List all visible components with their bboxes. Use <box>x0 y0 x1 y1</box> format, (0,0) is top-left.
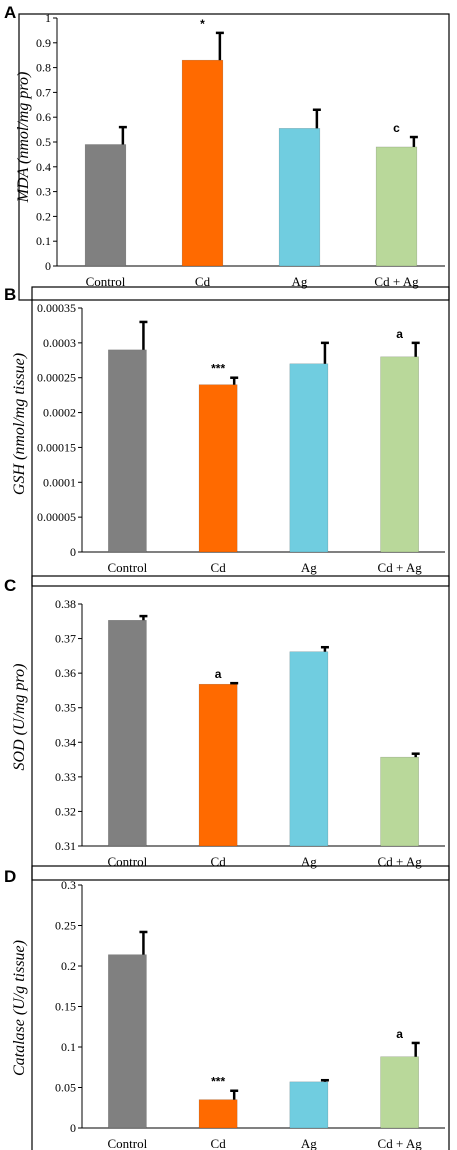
bar-ag <box>289 1081 329 1129</box>
y-axis-label: Catalase (U/g tissue) <box>11 940 28 1076</box>
y-axis-label: GSH (nmol/mg tissue) <box>11 353 28 495</box>
y-tick-label: 0.05 <box>55 1081 76 1095</box>
chart-frame <box>18 13 450 301</box>
y-tick-label: 0.0001 <box>43 475 76 489</box>
y-tick-label: 0.8 <box>36 61 51 75</box>
y-tick-label: 0.3 <box>36 185 51 199</box>
y-tick-label: 0.2 <box>36 209 51 223</box>
chart-panel-c: C 0.31 0.32 0.33 0.34 0.35 0.36 0.37 0.38 SOD (U/… <box>4 575 450 881</box>
category-label: Cd + Ag <box>378 1136 423 1150</box>
y-tick-label: 0.3 <box>61 878 76 892</box>
panel-letter: A <box>4 3 16 22</box>
chart-frame <box>31 286 450 587</box>
category-label: Cd <box>211 560 227 575</box>
y-tick-label: 0.25 <box>55 919 76 933</box>
y-tick-label: 0.4 <box>36 160 51 174</box>
chart-frame <box>31 575 450 881</box>
category-label: Ag <box>301 1136 317 1150</box>
y-tick-label: 0.34 <box>55 735 76 749</box>
y-axis-label: SOD (U/mg pro) <box>11 664 28 771</box>
y-tick-label: 0.1 <box>61 1040 76 1054</box>
bar-control <box>84 144 127 267</box>
category-label: Cd + Ag <box>378 560 423 575</box>
y-tick-label: 0.5 <box>36 135 51 149</box>
y-tick-label: 0.7 <box>36 85 51 99</box>
chart-panel-a: A 0 0.1 0.2 0.3 0.4 0.5 0.6 0.7 0.8 0.9 1 MDA (nmol/… <box>4 3 450 301</box>
y-tick-label: 0 <box>70 1121 76 1135</box>
category-label: Ag <box>301 854 317 869</box>
y-tick-label: 0.15 <box>55 1000 76 1014</box>
panel-letter: B <box>4 285 16 304</box>
y-tick-label: 0.35 <box>55 701 76 715</box>
bar-control <box>108 619 147 847</box>
category-label: Cd + Ag <box>374 274 419 289</box>
bar-ag <box>289 651 329 847</box>
bar-cd <box>198 384 238 553</box>
category-label: Cd + Ag <box>378 854 423 869</box>
y-tick-label: 0.6 <box>36 110 51 124</box>
bar-cd-ag <box>380 756 419 847</box>
category-label: Control <box>108 1136 148 1150</box>
chart-frame <box>31 865 450 1150</box>
chart-panel-d: D 0 0.05 0.1 0.15 0.2 0.25 0.3 Catalase (U/g tis… <box>4 865 450 1150</box>
bar-cd-ag <box>380 1056 419 1129</box>
y-tick-label: 0.00035 <box>37 301 76 315</box>
category-label: Control <box>86 274 126 289</box>
panel-letter: C <box>4 576 16 595</box>
bar-cd <box>198 1099 238 1129</box>
y-axis-label: MDA (nmol/mg pro) <box>15 72 32 204</box>
bar-control <box>108 954 147 1129</box>
bar-cd <box>198 683 238 847</box>
category-label: Cd <box>195 274 211 289</box>
y-tick-label: 0.2 <box>61 959 76 973</box>
y-tick-label: 0 <box>70 545 76 559</box>
bar-ag <box>278 128 321 267</box>
bar-cd-ag <box>375 146 418 267</box>
bar-cd <box>181 59 224 267</box>
category-label: Cd <box>211 854 227 869</box>
significance-label: a <box>215 667 222 681</box>
y-tick-label: 0.00005 <box>37 510 76 524</box>
bar-control <box>108 349 147 553</box>
y-tick-label: 0.37 <box>55 632 76 646</box>
significance-label: a <box>396 327 403 341</box>
category-label: Control <box>108 560 148 575</box>
bar-ag <box>289 363 329 553</box>
y-tick-label: 0.9 <box>36 36 51 50</box>
y-tick-label: 0.38 <box>55 597 76 611</box>
y-tick-label: 0.36 <box>55 666 76 680</box>
category-label: Control <box>108 854 148 869</box>
significance-label: *** <box>211 1075 225 1089</box>
y-tick-label: 0.32 <box>55 804 76 818</box>
significance-label: a <box>396 1027 403 1041</box>
y-tick-label: 1 <box>45 11 51 25</box>
y-tick-label: 0.0002 <box>43 406 76 420</box>
y-tick-label: 0.00025 <box>37 371 76 385</box>
y-tick-label: 0.00015 <box>37 440 76 454</box>
y-tick-label: 0.31 <box>55 839 76 853</box>
significance-label: *** <box>211 362 225 376</box>
category-label: Ag <box>292 274 308 289</box>
category-label: Cd <box>211 1136 227 1150</box>
y-tick-label: 0 <box>45 259 51 273</box>
bar-cd-ag <box>380 356 419 553</box>
category-label: Ag <box>301 560 317 575</box>
significance-label: c <box>393 121 400 135</box>
chart-panel-b: B 0 0.00005 0.0001 0.00015 0.0002 0.00025 0.000… <box>4 285 450 587</box>
y-tick-label: 0.1 <box>36 234 51 248</box>
y-tick-label: 0.0003 <box>43 336 76 350</box>
significance-label: * <box>200 17 205 31</box>
y-tick-label: 0.33 <box>55 770 76 784</box>
panel-letter: D <box>4 867 16 886</box>
